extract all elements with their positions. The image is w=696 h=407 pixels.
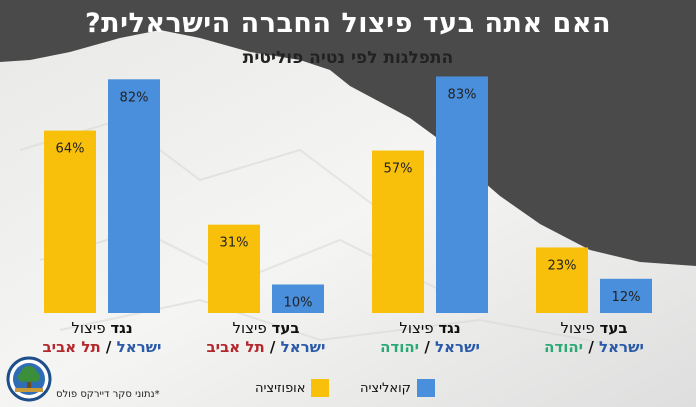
category-label-3: בעד פיצול ישראל / יהודה <box>544 319 644 356</box>
legend-opposition: אופוזיציה <box>255 379 330 397</box>
data-label-opposition-0: 64% <box>56 142 85 157</box>
data-label-opposition-2: 57% <box>384 162 413 177</box>
category-label-2: נגד פיצול ישראל / יהודה <box>380 319 480 356</box>
bar-coalition-3 <box>600 278 652 313</box>
data-label-opposition-1: 31% <box>220 236 249 251</box>
legend-swatch-coalition <box>416 379 435 397</box>
chart-title: האם אתה בעד פיצול החברה הישראלית? <box>84 8 612 39</box>
category-stance: בעד <box>599 319 628 337</box>
tree-logo-icon <box>6 356 52 402</box>
bar-opposition-0 <box>44 130 96 313</box>
category-place-2: יהודה <box>544 338 584 356</box>
category-stance: בעד <box>271 319 300 337</box>
category-place-1: ישראל <box>280 338 326 356</box>
category-place-2: תל אביב <box>206 338 265 356</box>
legend-coalition: קואליציה <box>360 379 435 397</box>
category-label-1: בעד פיצול ישראל / תל אביב <box>206 319 326 356</box>
data-label-coalition-0: 82% <box>120 90 149 105</box>
data-label-coalition-3: 12% <box>612 290 641 305</box>
category-word: פיצול <box>560 319 600 337</box>
data-label-coalition-2: 83% <box>448 87 477 102</box>
category-stance: נגד <box>110 319 133 337</box>
bar-coalition-2 <box>436 76 488 313</box>
category-stance: נגד <box>438 319 461 337</box>
category-label-0: נגד פיצול ישראל / תל אביב <box>42 319 162 356</box>
legend-label-coalition: קואליציה <box>360 380 411 396</box>
footnote: *נתוני סקר דיירקס פולס <box>56 389 160 400</box>
bar-coalition-0 <box>108 79 160 313</box>
bar-opposition-2 <box>372 150 424 313</box>
category-word: פיצול <box>232 319 272 337</box>
data-label-coalition-1: 10% <box>284 296 313 311</box>
category-word: פיצול <box>71 319 111 337</box>
category-place-2: תל אביב <box>42 338 101 356</box>
chart-subtitle: התפלגות לפי נטיה פוליטית <box>242 48 454 68</box>
category-place-1: ישראל <box>116 338 162 356</box>
legend-label-opposition: אופוזיציה <box>255 380 306 396</box>
category-word: פיצול <box>399 319 439 337</box>
bar-opposition-3 <box>536 247 588 313</box>
category-place-2: יהודה <box>380 338 420 356</box>
category-place-1: ישראל <box>599 338 644 356</box>
bar-coalition-1 <box>272 284 324 313</box>
legend-swatch-opposition <box>311 379 330 397</box>
bar-opposition-1 <box>208 224 260 313</box>
data-label-opposition-3: 23% <box>548 258 577 273</box>
category-place-1: ישראל <box>435 338 480 356</box>
